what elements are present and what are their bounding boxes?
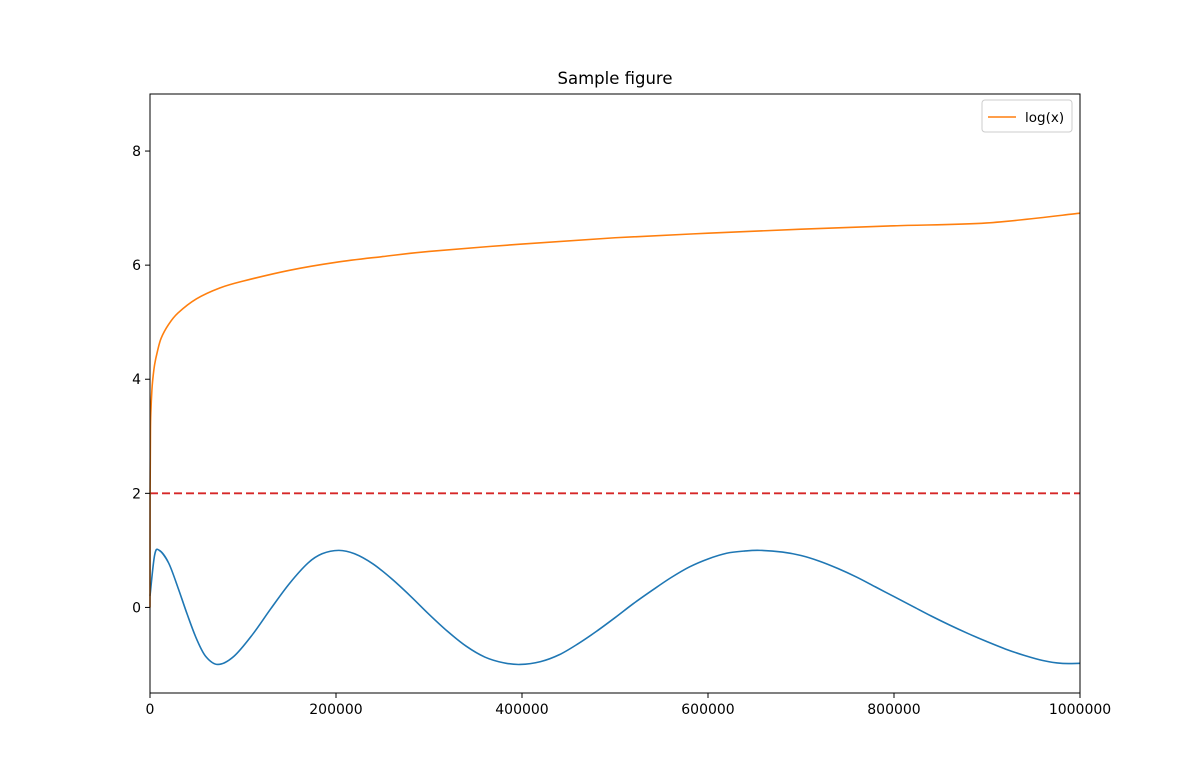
x-tick-label: 1000000 — [1049, 702, 1111, 718]
plot-area — [149, 93, 1081, 694]
chart-title: Sample figure — [557, 69, 672, 88]
x-tick-label: 0 — [146, 702, 155, 718]
legend-label: log(x) — [1025, 110, 1064, 126]
y-tick-label: 0 — [132, 600, 141, 616]
y-tick-label: 2 — [132, 486, 141, 502]
axes-frame — [149, 93, 1081, 694]
y-tick-label: 6 — [132, 258, 141, 274]
series-line-2 — [149, 212, 1081, 608]
x-tick-label: 200000 — [309, 702, 362, 718]
x-tick-label: 600000 — [681, 702, 734, 718]
series-line-0 — [149, 548, 1081, 666]
y-tick-label: 4 — [132, 372, 141, 388]
axes-background — [150, 94, 1080, 693]
x-tick-label: 800000 — [867, 702, 920, 718]
x-axis: 0 200000 400000 600000 800000 1000000 — [146, 693, 1111, 718]
legend-box — [981, 99, 1073, 133]
x-tick-label: 400000 — [495, 702, 548, 718]
legend: log(x) — [981, 99, 1073, 133]
series-layer — [149, 212, 1081, 666]
y-tick-label: 8 — [132, 144, 141, 160]
y-axis: 0 2 4 6 8 — [132, 144, 150, 616]
